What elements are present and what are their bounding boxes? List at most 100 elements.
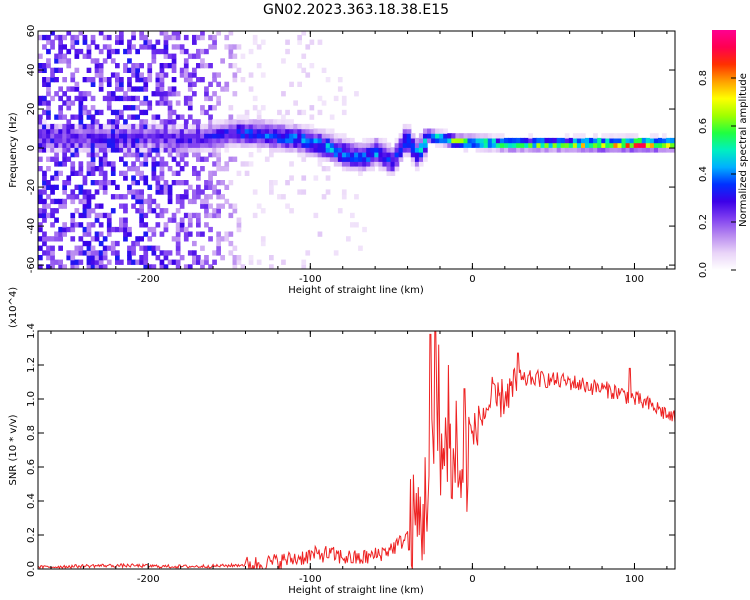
heatmap-cell (139, 222, 144, 228)
heatmap-cell (216, 72, 221, 78)
heatmap-cell (155, 123, 161, 130)
heatmap-cell (406, 147, 412, 153)
heatmap-cell (183, 147, 189, 153)
heatmap-cell (305, 72, 311, 78)
heatmap-cell (74, 34, 80, 41)
heatmap-cell (269, 128, 274, 134)
heatmap-cell (378, 166, 384, 172)
heatmap-cell (260, 240, 266, 247)
heatmap-cell (151, 170, 157, 176)
heatmap-cell (102, 264, 108, 269)
heatmap-cell (171, 133, 177, 139)
heatmap-cell (106, 48, 112, 55)
heatmap-cell (50, 137, 55, 144)
heatmap-cell (78, 114, 84, 120)
heatmap-cell (418, 161, 424, 167)
heatmap-cell (208, 184, 213, 190)
heatmap-cell (106, 119, 112, 125)
heatmap-cell (110, 208, 116, 214)
heatmap-cell (398, 133, 404, 139)
heatmap-cell (216, 95, 221, 102)
heatmap-cell (54, 91, 59, 97)
heatmap-cell (285, 123, 290, 130)
heatmap-cell (131, 180, 136, 186)
heatmap-cell (82, 240, 88, 247)
heatmap-cell (66, 175, 72, 181)
heatmap-cell (54, 236, 59, 242)
heatmap-cell (212, 137, 217, 144)
heatmap-cell (289, 147, 294, 153)
heatmap-cell (74, 86, 80, 92)
heatmap-cell (163, 137, 169, 144)
heatmap-cell (321, 194, 327, 200)
heatmap-cell (78, 212, 84, 219)
heatmap-cell (106, 259, 112, 265)
heatmap-cell (135, 63, 140, 69)
heatmap-cell (119, 222, 124, 228)
heatmap-cell (86, 109, 92, 116)
heatmap-cell (131, 34, 136, 41)
heatmap-cell (277, 147, 282, 153)
y-tick-label: 1.4 (26, 323, 37, 339)
heatmap-cell (394, 156, 400, 162)
heatmap-cell (94, 142, 100, 148)
heatmap-cell (119, 156, 124, 162)
heatmap-cell (102, 236, 108, 242)
heatmap-cell (82, 250, 88, 256)
heatmap-cell (86, 226, 92, 233)
heatmap-cell (224, 128, 230, 134)
heatmap-cell (98, 264, 104, 269)
heatmap-cell (82, 180, 88, 186)
heatmap-cell (147, 105, 153, 111)
heatmap-cell (90, 180, 96, 186)
heatmap-cell (179, 142, 185, 148)
heatmap-cell (175, 250, 181, 256)
y-tick-label: 0.6 (26, 459, 37, 475)
heatmap-cell (240, 137, 246, 144)
snr-x-label: Height of straight line (km) (288, 585, 424, 596)
heatmap-cell (90, 170, 96, 176)
heatmap-cell (609, 147, 615, 153)
heatmap-cell (102, 123, 108, 130)
heatmap-cell (212, 152, 217, 158)
heatmap-cell (585, 147, 590, 153)
heatmap-cell (62, 203, 67, 209)
heatmap-cell (560, 147, 566, 153)
heatmap-cell (50, 236, 55, 242)
heatmap-cell (151, 91, 157, 97)
heatmap-cell (341, 166, 347, 172)
heatmap-cell (78, 250, 84, 256)
y-tick-label: 0.4 (26, 493, 37, 509)
heatmap-cell (281, 137, 286, 144)
heatmap-cell (670, 137, 675, 144)
heatmap-cell (508, 142, 513, 148)
heatmap-cell (155, 222, 161, 228)
heatmap-cell (285, 147, 290, 153)
heatmap-cell (90, 128, 96, 134)
heatmap-cell (102, 250, 108, 256)
heatmap-cell (208, 81, 213, 87)
heatmap-cell (119, 147, 124, 153)
heatmap-cell (431, 128, 436, 134)
heatmap-cell (131, 240, 136, 247)
heatmap-cell (70, 189, 76, 195)
heatmap-cell (305, 142, 311, 148)
heatmap-cell (196, 63, 201, 69)
heatmap-cell (512, 137, 517, 144)
heatmap-cell (329, 133, 335, 139)
heatmap-cell (204, 63, 209, 69)
heatmap-cell (151, 128, 157, 134)
heatmap-cell (354, 152, 359, 158)
heatmap-cell (309, 63, 315, 69)
heatmap-cell (305, 128, 311, 134)
heatmap-cell (564, 142, 570, 148)
heatmap-cell (499, 137, 505, 144)
heatmap-cell (232, 137, 238, 144)
heatmap-cell (131, 128, 136, 134)
heatmap-cell (90, 152, 96, 158)
heatmap-cell (179, 72, 185, 78)
heatmap-cell (78, 184, 84, 190)
heatmap-cell (520, 137, 525, 144)
heatmap-cell (115, 255, 120, 261)
heatmap-cell (106, 128, 112, 134)
